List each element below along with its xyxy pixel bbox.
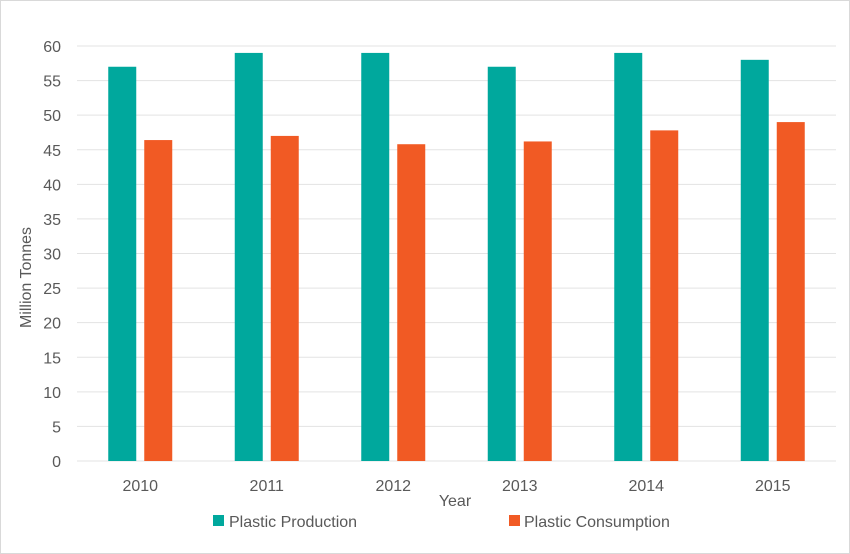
x-tick-label: 2015 xyxy=(755,478,791,495)
bars xyxy=(108,52,805,462)
x-axis-title: Year xyxy=(439,493,472,510)
x-tick-label: 2013 xyxy=(502,478,538,495)
bar-plastic-consumption-2010 xyxy=(144,140,173,462)
bar-plastic-production-2010 xyxy=(108,66,137,461)
bar-plastic-production-2014 xyxy=(614,52,643,462)
bar-plastic-production-2015 xyxy=(740,59,769,461)
y-axis-ticks: 0 5 10 15 20 25 30 35 40 45 50 55 60 xyxy=(43,39,61,471)
gridlines xyxy=(77,45,836,462)
y-tick-label: 0 xyxy=(52,454,61,471)
y-tick-label: 15 xyxy=(43,350,61,367)
y-tick-label: 50 xyxy=(43,108,61,125)
x-tick-label: 2014 xyxy=(628,478,664,495)
y-tick-label: 60 xyxy=(43,39,61,56)
y-tick-label: 55 xyxy=(43,74,61,91)
bar-plastic-production-2011 xyxy=(234,52,263,462)
x-tick-label: 2012 xyxy=(375,478,411,495)
y-tick-label: 10 xyxy=(43,385,61,402)
y-tick-label: 30 xyxy=(43,247,61,264)
legend-label-plastic-production: Plastic Production xyxy=(229,514,357,531)
y-tick-label: 25 xyxy=(43,281,61,298)
bar-plastic-consumption-2014 xyxy=(650,130,679,461)
x-tick-label: 2011 xyxy=(250,478,285,495)
x-axis-ticks: 2010 2011 2012 2013 2014 2015 xyxy=(122,478,790,495)
bar-plastic-consumption-2013 xyxy=(523,141,552,461)
x-tick-label: 2010 xyxy=(122,478,158,495)
legend: Plastic Production Plastic Consumption xyxy=(213,514,670,531)
bar-plastic-production-2012 xyxy=(361,52,390,462)
legend-label-plastic-consumption: Plastic Consumption xyxy=(524,514,670,531)
y-tick-label: 5 xyxy=(52,419,61,436)
y-tick-label: 35 xyxy=(43,212,61,229)
bar-plastic-production-2013 xyxy=(487,66,516,461)
bar-plastic-consumption-2015 xyxy=(776,122,805,461)
y-axis-title: Million Tonnes xyxy=(18,227,35,328)
legend-swatch-plastic-consumption xyxy=(509,515,520,526)
y-tick-label: 20 xyxy=(43,316,61,333)
bar-plastic-consumption-2012 xyxy=(397,144,426,461)
y-tick-label: 40 xyxy=(43,177,61,194)
bar-plastic-consumption-2011 xyxy=(270,135,299,461)
legend-swatch-plastic-production xyxy=(213,515,224,526)
y-tick-label: 45 xyxy=(43,143,61,160)
